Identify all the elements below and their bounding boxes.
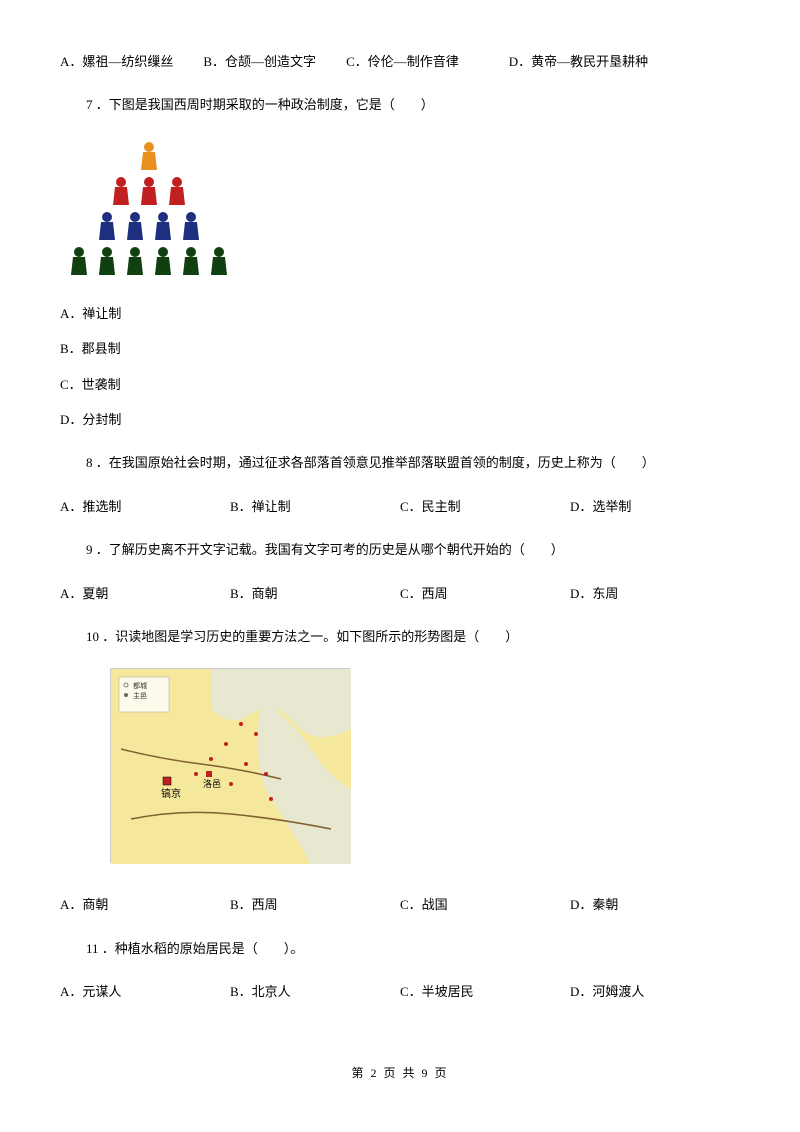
q10-options: A．商朝 B．西周 C．战国 D．秦朝 xyxy=(60,893,740,916)
q6-option-b: B．仓颉—创造文字 xyxy=(203,50,316,73)
q10-text: 10 ．识读地图是学习历史的重要方法之一。如下图所示的形势图是（ ） xyxy=(60,625,740,648)
q8-option-c: C．民主制 xyxy=(400,495,570,518)
q10-option-a: A．商朝 xyxy=(60,893,230,916)
q8-text: 8 ．在我国原始社会时期，通过征求各部落首领意见推举部落联盟首领的制度，历史上称… xyxy=(60,451,740,474)
q6-options-row: A．嫘祖—纺织缫丝 B．仓颉—创造文字 C．伶伦—制作音律 D．黄帝—教民开垦耕… xyxy=(60,50,740,73)
q7-option-a: A．禅让制 xyxy=(60,302,740,325)
q10-option-d: D．秦朝 xyxy=(570,893,740,916)
map-label-gaojing: 镐京 xyxy=(161,787,181,800)
q8-option-a: A．推选制 xyxy=(60,495,230,518)
q6-option-c: C．伶伦—制作音律 xyxy=(346,50,459,73)
q9-option-c: C．西周 xyxy=(400,582,570,605)
q9-option-a: A．夏朝 xyxy=(60,582,230,605)
svg-text:主邑: 主邑 xyxy=(133,691,147,700)
q11-option-d: D．河姆渡人 xyxy=(570,980,740,1003)
map-diagram: 镐京 洛邑 都城 主邑 xyxy=(110,668,350,863)
q6-option-d: D．黄帝—教民开垦耕种 xyxy=(509,50,659,73)
q7-option-c: C．世袭制 xyxy=(60,373,740,396)
q8-option-d: D．选举制 xyxy=(570,495,740,518)
q8-options: A．推选制 B．禅让制 C．民主制 D．选举制 xyxy=(60,495,740,518)
q11-text: 11 ．种植水稻的原始居民是（ ）。 xyxy=(60,937,740,960)
page-footer: 第 2 页 共 9 页 xyxy=(60,1063,740,1085)
q10-option-b: B．西周 xyxy=(230,893,400,916)
q11-option-b: B．北京人 xyxy=(230,980,400,1003)
q9-option-d: D．东周 xyxy=(570,582,740,605)
map-label-luoyi: 洛邑 xyxy=(203,778,221,789)
q10-option-c: C．战国 xyxy=(400,893,570,916)
q8-option-b: B．禅让制 xyxy=(230,495,400,518)
pyramid-diagram xyxy=(60,137,240,287)
q7-text: 7 ．下图是我国西周时期采取的一种政治制度，它是（ ） xyxy=(60,93,740,116)
q7-option-b: B．郡县制 xyxy=(60,337,740,360)
svg-text:都城: 都城 xyxy=(133,682,147,690)
q9-option-b: B．商朝 xyxy=(230,582,400,605)
q11-option-c: C．半坡居民 xyxy=(400,980,570,1003)
q7-option-d: D．分封制 xyxy=(60,408,740,431)
q11-option-a: A．元谋人 xyxy=(60,980,230,1003)
q6-option-a: A．嫘祖—纺织缫丝 xyxy=(60,50,173,73)
q11-options: A．元谋人 B．北京人 C．半坡居民 D．河姆渡人 xyxy=(60,980,740,1003)
q9-text: 9 ．了解历史离不开文字记载。我国有文字可考的历史是从哪个朝代开始的（ ） xyxy=(60,538,740,561)
q9-options: A．夏朝 B．商朝 C．西周 D．东周 xyxy=(60,582,740,605)
